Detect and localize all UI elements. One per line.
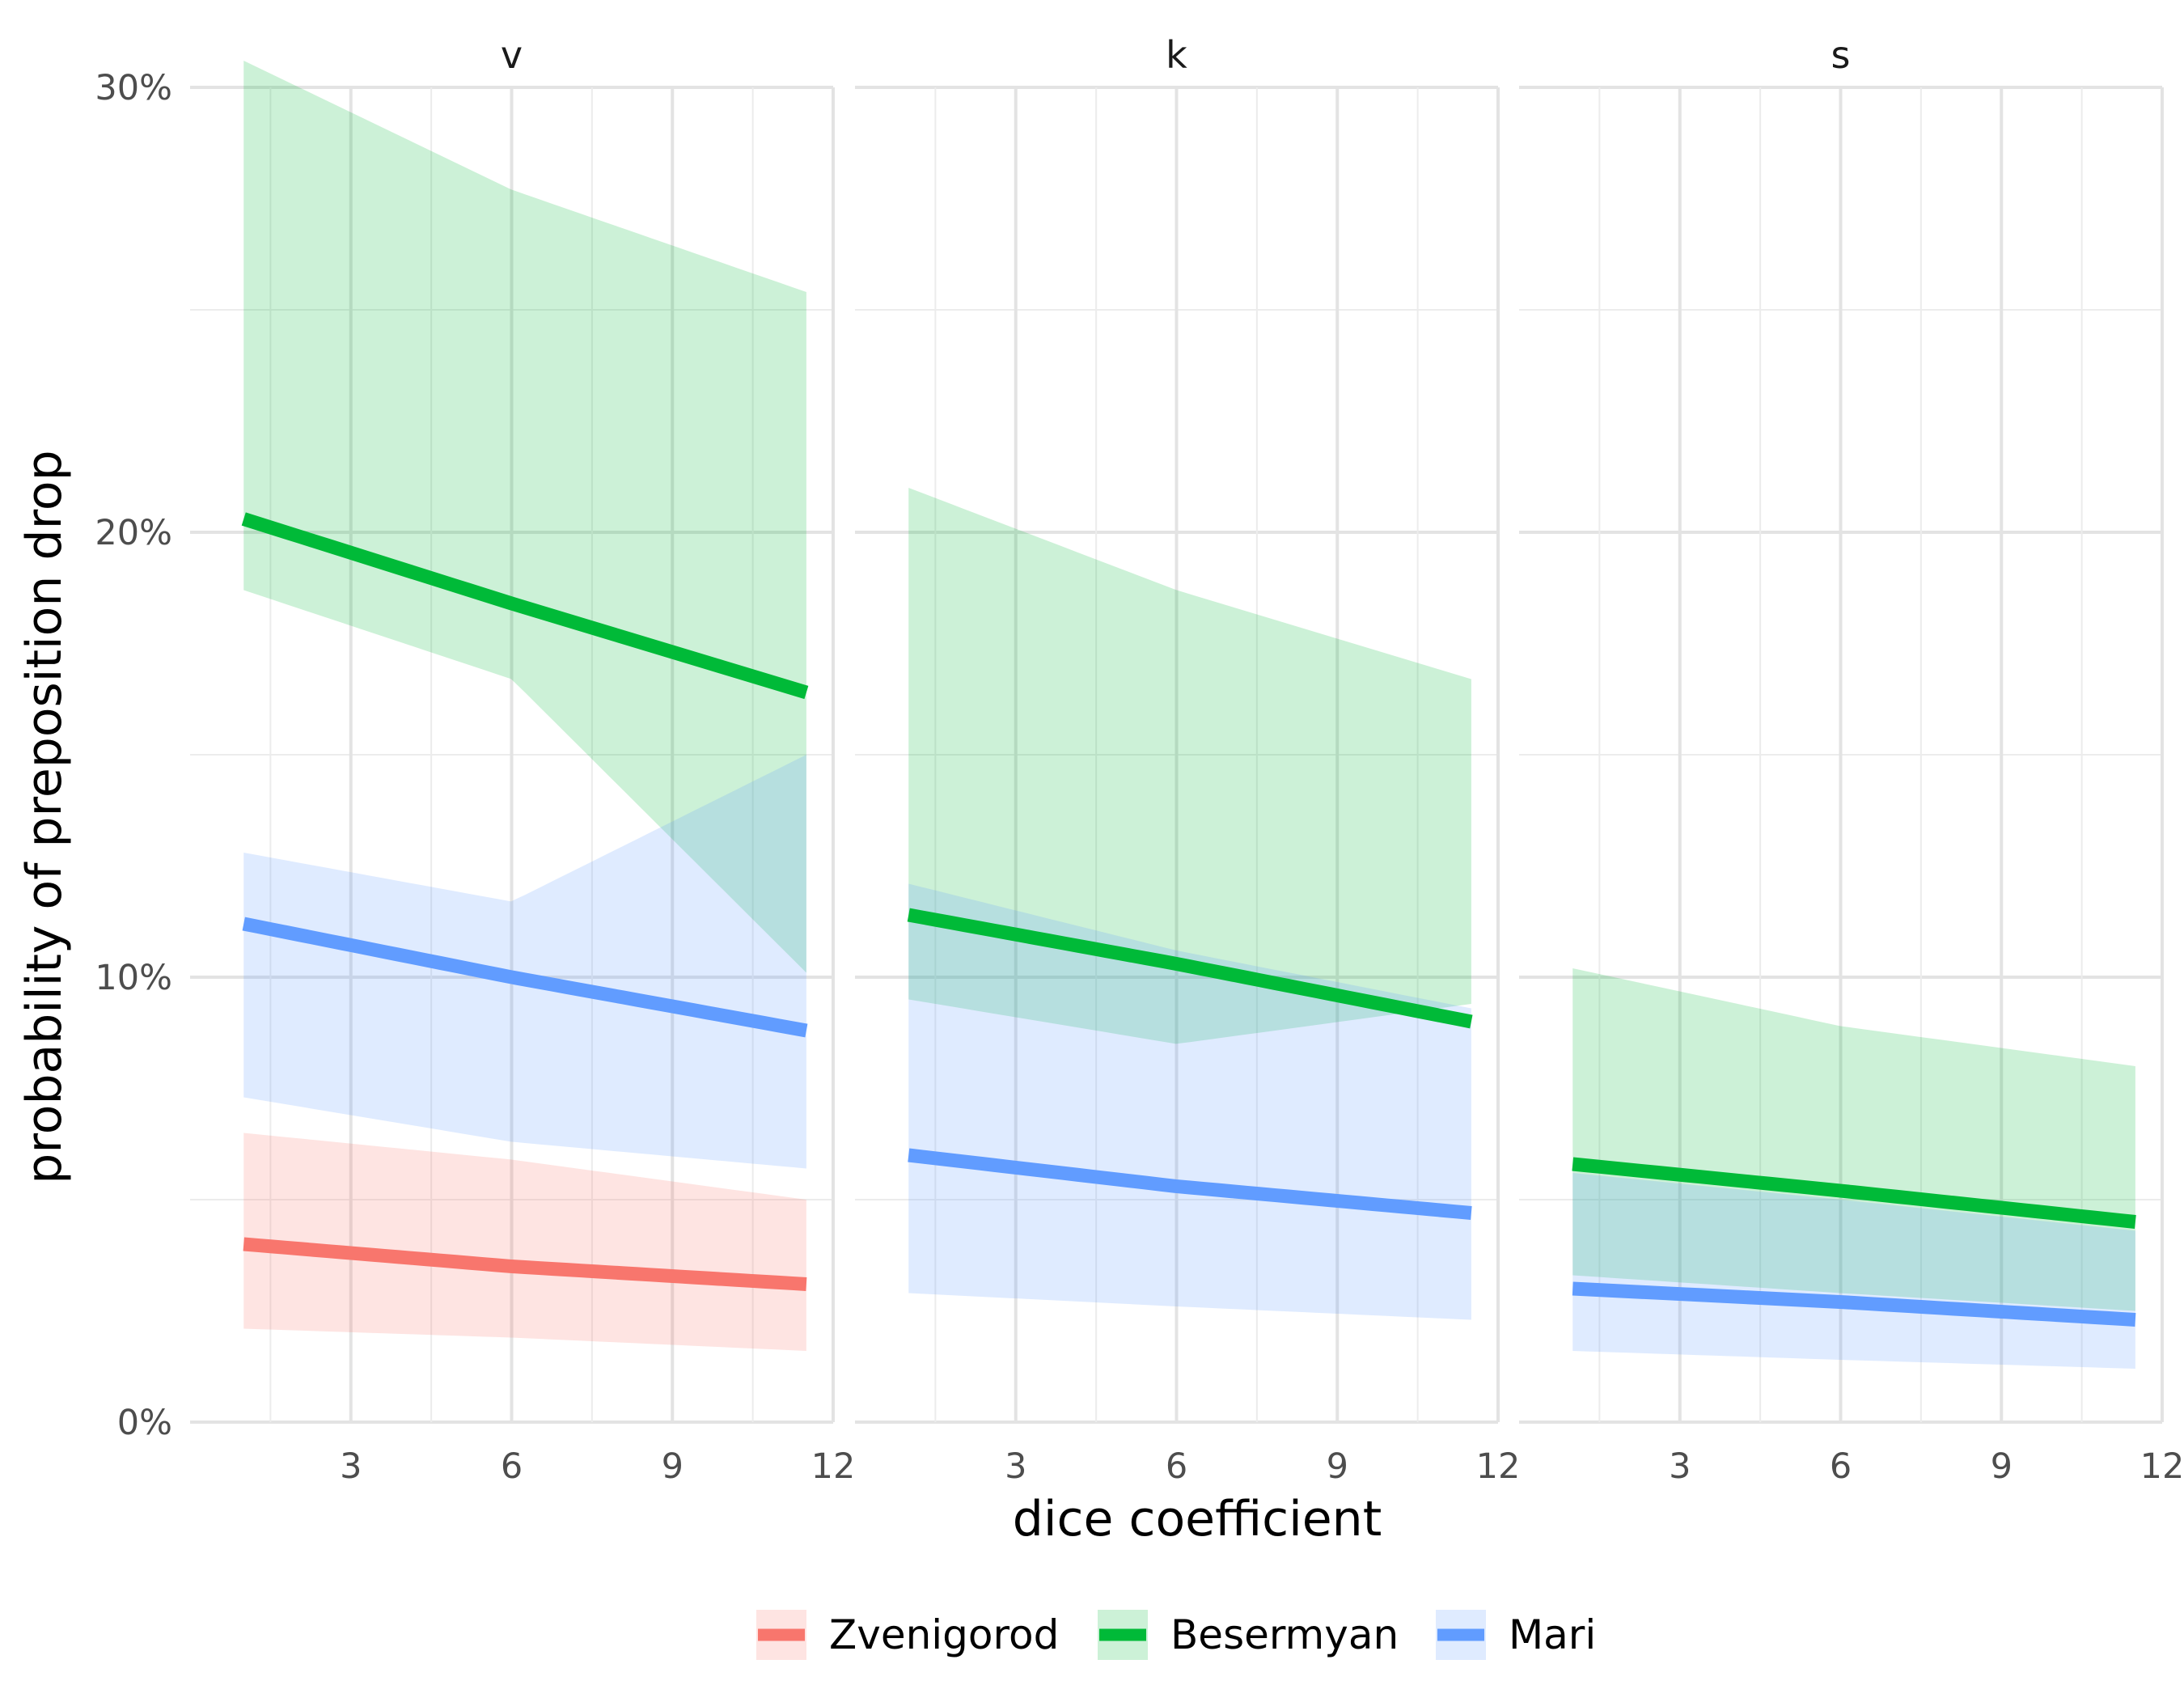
line-mari-v xyxy=(242,917,808,1038)
x-tick-label: 9 xyxy=(1991,1446,2013,1487)
legend-item-besermyan: Besermyan xyxy=(1098,1610,1399,1660)
line-mari-s xyxy=(1572,1281,2136,1327)
legend-item-mari: Mari xyxy=(1436,1610,1596,1660)
y-axis-title: probability of preposition drop xyxy=(16,450,73,1183)
line-zvenigorod-v xyxy=(243,1237,807,1291)
ribbon-mari-v xyxy=(243,755,806,1169)
facet-label-k: k xyxy=(1166,33,1187,77)
x-tick-label: 9 xyxy=(1327,1446,1348,1487)
x-tick-label: 12 xyxy=(811,1446,856,1487)
line-besermyan-s xyxy=(1572,1157,2136,1229)
legend-item-zvenigorod: Zvenigorod xyxy=(756,1610,1059,1660)
x-tick-label: 3 xyxy=(340,1446,362,1487)
facet-label-s: s xyxy=(1831,33,1851,77)
x-tick-label: 3 xyxy=(1005,1446,1026,1487)
y-tick-label: 20% xyxy=(95,513,172,553)
x-tick-label: 6 xyxy=(1166,1446,1187,1487)
ribbon-layer xyxy=(243,61,2135,1369)
x-tick-label: 6 xyxy=(501,1446,523,1487)
legend-label: Besermyan xyxy=(1170,1611,1399,1658)
ribbon-besermyan-k xyxy=(908,488,1471,1044)
line-layer xyxy=(241,512,2136,1327)
ribbon-besermyan-v xyxy=(243,61,806,973)
line-mari-k xyxy=(908,1148,1472,1220)
y-tick-label: 0% xyxy=(117,1403,172,1443)
x-tick-label: 3 xyxy=(1669,1446,1691,1487)
ribbon-zvenigorod-v xyxy=(243,1133,806,1351)
x-tick-label: 6 xyxy=(1830,1446,1852,1487)
x-tick-label: 12 xyxy=(1476,1446,1521,1487)
y-tick-label: 30% xyxy=(95,68,172,108)
line-besermyan-k xyxy=(907,908,1473,1029)
legend-label: Mari xyxy=(1509,1611,1596,1658)
ribbon-mari-s xyxy=(1572,1173,2135,1369)
line-besermyan-v xyxy=(241,512,809,700)
legend-label: Zvenigorod xyxy=(829,1611,1059,1658)
x-axis-title: dice coefficient xyxy=(1013,1491,1382,1547)
ribbon-besermyan-s xyxy=(1572,968,2135,1311)
x-tick-label: 9 xyxy=(662,1446,684,1487)
label-layer: v 3 6 9 12 k 3 6 9 12 s 3 6 9 12 0% 10% 20% 30% Zvenigorod B… xyxy=(95,33,2184,1660)
x-tick-label: 12 xyxy=(2140,1446,2184,1487)
y-tick-label: 10% xyxy=(95,958,172,998)
facet-label-v: v xyxy=(501,33,523,77)
